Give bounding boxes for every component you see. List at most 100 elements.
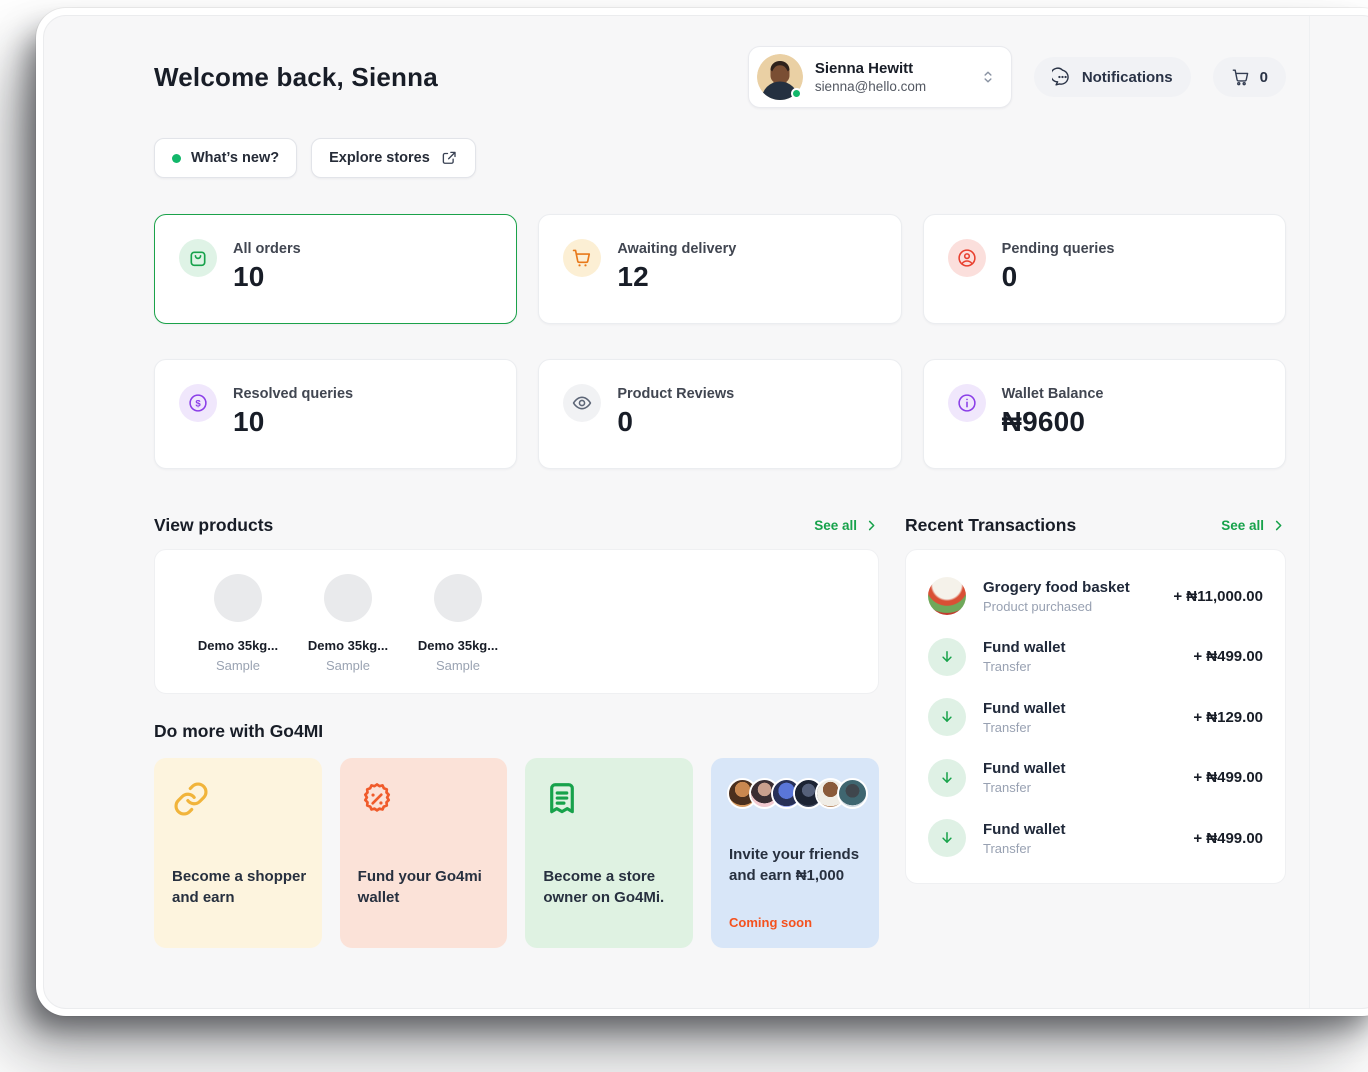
cart-count: 0 [1259, 68, 1268, 86]
transaction-row[interactable]: Fund wallet Transfer + ₦129.00 [928, 687, 1263, 748]
transaction-row[interactable]: Grogery food basket Product purchased + … [928, 566, 1263, 627]
stat-value: 10 [233, 406, 265, 437]
stat-card-all-orders[interactable]: All orders 10 [154, 214, 518, 324]
product-tag: Sample [215, 658, 261, 673]
transaction-subtitle: Transfer [983, 659, 1031, 675]
transaction-subtitle: Transfer [983, 780, 1031, 796]
stat-label: Resolved queries [233, 386, 354, 402]
whats-new-button[interactable]: What’s new? [154, 138, 298, 178]
stat-card-resolved-queries[interactable]: $ Resolved queries 10 [154, 359, 518, 469]
product-tag: Sample [325, 658, 371, 673]
online-status-dot [790, 88, 802, 99]
promo-text: Invite your friends and earn ₦1,000 [729, 846, 860, 884]
promo-card-invite-friends[interactable]: Invite your friends and earn ₦1,000 Comi… [711, 758, 880, 948]
svg-text:$: $ [195, 398, 201, 409]
shopping-bag-icon [179, 239, 217, 277]
stat-card-pending-queries[interactable]: Pending queries 0 [922, 214, 1286, 324]
friends-avatars [729, 780, 867, 807]
cart-icon [563, 239, 602, 277]
promo-text: Become a shopper and earn [172, 868, 307, 906]
chevron-right-icon [868, 520, 875, 531]
profile-email: sienna@hello.com [814, 79, 927, 94]
transaction-title: Fund wallet [983, 760, 1066, 778]
promo-card-become-shopper[interactable]: Become a shopper and earn [154, 758, 322, 948]
stat-value: 0 [1001, 261, 1018, 292]
product-image-placeholder [434, 574, 482, 622]
transaction-amount: + ₦11,000.00 [1173, 587, 1263, 605]
transaction-title: Grogery food basket [983, 578, 1130, 596]
transaction-subtitle: Transfer [983, 719, 1031, 735]
chat-bubble-icon [1051, 66, 1073, 88]
stat-label: Product Reviews [617, 386, 735, 402]
view-products-title: View products [154, 515, 274, 535]
percent-badge-icon [358, 780, 490, 818]
stat-value: 10 [233, 261, 265, 292]
stat-value: 0 [617, 406, 634, 437]
promo-card-store-owner[interactable]: Become a store owner on Go4Mi. [525, 758, 694, 948]
coming-soon-badge: Coming soon [729, 915, 813, 930]
promo-card-fund-wallet[interactable]: Fund your Go4mi wallet [339, 758, 508, 948]
explore-stores-label: Explore stores [329, 150, 430, 166]
dollar-circle-icon: $ [179, 384, 217, 422]
scroll-gutter [1309, 16, 1310, 1008]
arrow-down-icon [928, 637, 966, 676]
new-indicator-dot [172, 153, 181, 163]
arrow-down-icon [928, 698, 966, 737]
view-products-see-all-link[interactable]: See all [814, 518, 879, 533]
product-item[interactable]: Demo 35kg... Sample [414, 574, 502, 693]
chevron-right-icon [1275, 520, 1282, 531]
receipt-icon [543, 780, 675, 818]
transaction-amount: + ₦499.00 [1193, 648, 1263, 666]
product-image-placeholder [324, 574, 372, 622]
notifications-button[interactable]: Notifications [1033, 57, 1191, 97]
stat-label: All orders [233, 241, 301, 257]
transactions-see-all-link[interactable]: See all [1221, 518, 1286, 533]
avatar [756, 54, 803, 100]
product-item[interactable]: Demo 35kg... Sample [194, 574, 282, 693]
stat-card-awaiting-delivery[interactable]: Awaiting delivery 12 [538, 214, 902, 324]
transaction-row[interactable]: Fund wallet Transfer + ₦499.00 [928, 627, 1263, 688]
eye-icon [563, 384, 602, 422]
product-item[interactable]: Demo 35kg... Sample [304, 574, 392, 693]
cart-button[interactable]: 0 [1212, 57, 1286, 97]
header: Welcome back, Sienna [154, 46, 1286, 108]
user-circle-icon [947, 239, 986, 277]
transaction-subtitle: Transfer [983, 840, 1031, 856]
stat-value: 12 [617, 261, 649, 292]
stat-card-wallet-balance[interactable]: Wallet Balance ₦9600 [922, 359, 1286, 469]
do-more-title: Do more with Go4MI [154, 721, 324, 741]
profile-name: Sienna Hewitt [814, 60, 914, 77]
app-window: Welcome back, Sienna [36, 8, 1368, 1016]
notifications-label: Notifications [1081, 68, 1173, 86]
profile-menu[interactable]: Sienna Hewitt sienna@hello.com [747, 46, 1012, 108]
external-link-icon [440, 149, 458, 167]
see-all-label: See all [814, 518, 857, 533]
cart-icon [1231, 67, 1251, 87]
recent-transactions-title: Recent Transactions [905, 515, 1077, 535]
products-card: Demo 35kg... Sample Demo 35kg... Sample … [154, 549, 879, 694]
arrow-down-icon [928, 758, 966, 797]
transaction-title: Fund wallet [983, 699, 1066, 717]
transaction-title: Fund wallet [983, 639, 1066, 657]
transaction-amount: + ₦499.00 [1193, 769, 1263, 787]
stat-card-product-reviews[interactable]: Product Reviews 0 [538, 359, 902, 469]
transaction-amount: + ₦129.00 [1193, 708, 1263, 726]
whats-new-label: What’s new? [191, 150, 280, 166]
stat-value: ₦9600 [1001, 406, 1086, 437]
transaction-title: Fund wallet [983, 820, 1066, 838]
explore-stores-button[interactable]: Explore stores [311, 138, 476, 178]
transactions-card: Grogery food basket Product purchased + … [905, 549, 1286, 884]
transaction-row[interactable]: Fund wallet Transfer + ₦499.00 [928, 748, 1263, 809]
friend-avatar [839, 780, 867, 807]
transaction-row[interactable]: Fund wallet Transfer + ₦499.00 [928, 808, 1263, 869]
arrow-down-icon [928, 819, 966, 858]
product-name: Demo 35kg... [417, 638, 499, 653]
page-title: Welcome back, Sienna [154, 61, 438, 92]
link-icon [172, 780, 304, 818]
info-circle-icon [947, 384, 986, 422]
transaction-amount: + ₦499.00 [1193, 829, 1263, 847]
stat-label: Wallet Balance [1001, 386, 1104, 402]
stat-label: Pending queries [1001, 241, 1115, 257]
food-basket-image [928, 577, 966, 616]
transaction-subtitle: Product purchased [983, 598, 1093, 614]
